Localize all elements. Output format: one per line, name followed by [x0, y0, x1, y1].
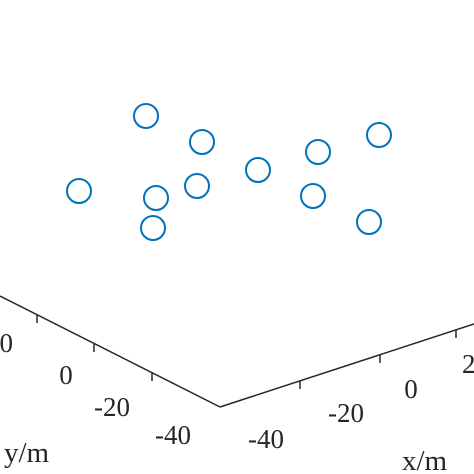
- y-tick-label: 0: [59, 360, 73, 390]
- y-tick-label-partial: 20: [0, 328, 13, 358]
- data-point-p7: [66, 178, 92, 204]
- x-tick-label: 0: [404, 374, 418, 404]
- x-tick-label: -20: [328, 398, 364, 428]
- data-point-p6: [184, 173, 210, 199]
- data-point-p4: [305, 139, 331, 165]
- data-markers: [66, 103, 392, 241]
- data-point-p3: [366, 122, 392, 148]
- y-axis-label: y/m: [4, 437, 50, 469]
- x-axis-line: [219, 323, 474, 408]
- data-point-p1: [133, 103, 159, 129]
- x-tick-label-partial: 20: [462, 349, 474, 379]
- data-point-p11: [140, 215, 166, 241]
- axes: [0, 295, 474, 408]
- y-axis-line: [0, 295, 221, 408]
- data-point-p8: [143, 185, 169, 211]
- data-point-p2: [189, 129, 215, 155]
- x-tick-label: -40: [248, 424, 284, 454]
- y-tick-label: -40: [155, 420, 191, 450]
- data-point-p10: [356, 209, 382, 235]
- data-point-p5: [245, 157, 271, 183]
- y-tick-label: -20: [94, 392, 130, 422]
- data-point-p9: [300, 183, 326, 209]
- x-axis-label: x/m: [402, 445, 448, 474]
